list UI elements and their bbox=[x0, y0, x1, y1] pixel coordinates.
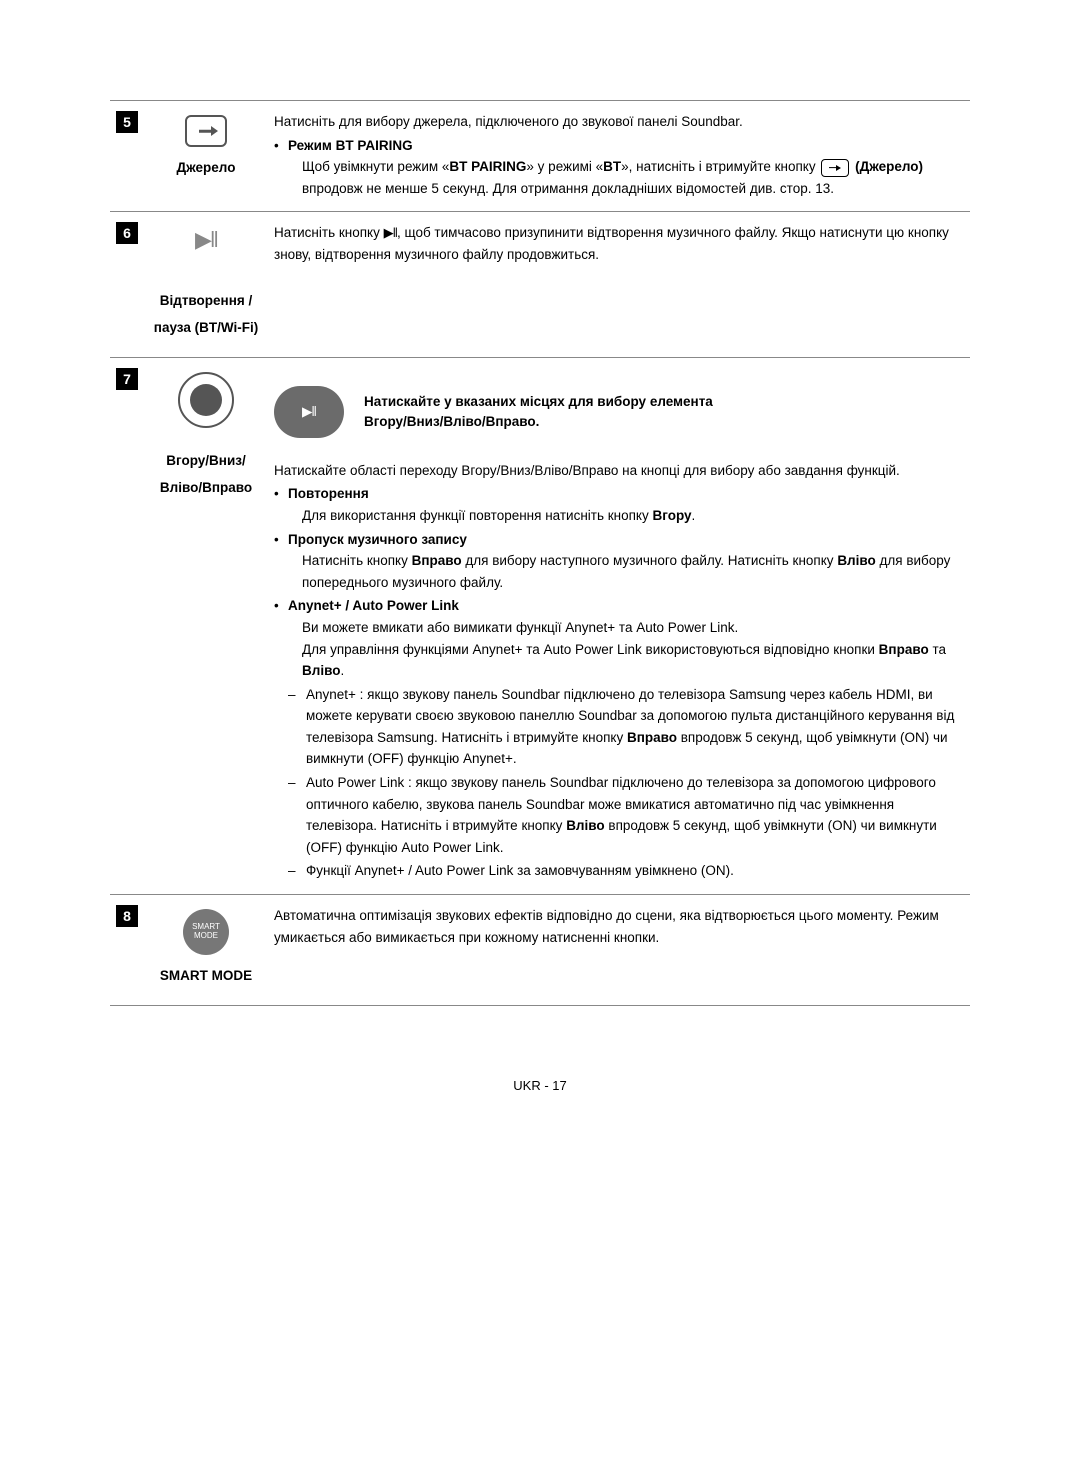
desc-text: Натискайте області переходу Вгору/Вниз/В… bbox=[274, 460, 964, 482]
play-pause-inline-icon: ▶ǁ bbox=[384, 225, 397, 240]
row-label: пауза (BT/Wi-Fi) bbox=[154, 317, 258, 339]
row-label: SMART MODE bbox=[160, 965, 252, 987]
item-title: Пропуск музичного запису bbox=[288, 529, 964, 551]
item-title: Повторення bbox=[288, 483, 964, 505]
list-item: Anynet+ / Auto Power Link Ви можете вмик… bbox=[288, 595, 964, 882]
row-number: 5 bbox=[116, 111, 138, 133]
desc-text: Натисніть кнопку ▶ǁ, щоб тимчасово призу… bbox=[274, 222, 964, 265]
row-8: 8 SMARTMODE SMART MODE Автоматична оптим… bbox=[110, 895, 970, 1006]
row-label: Джерело bbox=[177, 157, 236, 179]
dpad-icon bbox=[178, 372, 234, 428]
list-item: Режим BT PAIRING Щоб увімкнути режим «BT… bbox=[288, 135, 964, 200]
dash-item: Auto Power Link : якщо звукову панель So… bbox=[306, 772, 964, 858]
row-number: 8 bbox=[116, 905, 138, 927]
row-label: Вліво/Вправо bbox=[160, 477, 252, 499]
item-title: Anynet+ / Auto Power Link bbox=[288, 595, 964, 617]
desc-text: Автоматична оптимізація звукових ефектів… bbox=[274, 905, 964, 948]
manual-table: 5 Джерело Натисніть для вибору джерела, … bbox=[110, 100, 970, 1006]
desc-text: Натисніть для вибору джерела, підключено… bbox=[274, 111, 964, 133]
instruction-text: Натискайте у вказаних місцях для вибору … bbox=[364, 392, 713, 433]
item-body: Ви можете вмикати або вимикати функції A… bbox=[288, 617, 964, 639]
source-icon bbox=[185, 115, 227, 147]
smart-mode-icon: SMARTMODE bbox=[183, 909, 229, 955]
row-number: 6 bbox=[116, 222, 138, 244]
item-body: Натисніть кнопку Вправо для вибору насту… bbox=[288, 550, 964, 593]
bt-body: Щоб увімкнути режим «BT PAIRING» у режим… bbox=[288, 156, 964, 199]
row-6: 6 ▶ǁ Відтворення / пауза (BT/Wi-Fi) Нати… bbox=[110, 212, 970, 357]
row-label: Відтворення / bbox=[160, 290, 253, 312]
item-body: Для використання функції повторення нати… bbox=[288, 505, 964, 527]
item-body: Для управління функціями Anynet+ та Auto… bbox=[288, 639, 964, 682]
row-5: 5 Джерело Натисніть для вибору джерела, … bbox=[110, 101, 970, 212]
play-pause-button-graphic: ▶ǁ bbox=[274, 386, 344, 438]
page-footer: UKR - 17 bbox=[110, 1076, 970, 1097]
instruction-box: ▶ǁ Натискайте у вказаних місцях для вибо… bbox=[274, 386, 964, 438]
row-7: 7 Вгору/Вниз/ Вліво/Вправо ▶ǁ Натискайте… bbox=[110, 357, 970, 894]
dash-item: Функції Anynet+ / Auto Power Link за зам… bbox=[306, 860, 964, 882]
row-label: Вгору/Вниз/ bbox=[166, 450, 245, 472]
list-item: Пропуск музичного запису Натисніть кнопк… bbox=[288, 529, 964, 594]
row-number: 7 bbox=[116, 368, 138, 390]
source-inline-icon bbox=[821, 159, 849, 177]
dash-item: Anynet+ : якщо звукову панель Soundbar п… bbox=[306, 684, 964, 770]
list-item: Повторення Для використання функції повт… bbox=[288, 483, 964, 526]
bt-title: Режим BT PAIRING bbox=[288, 135, 964, 157]
play-pause-icon: ▶ǁ bbox=[195, 222, 217, 257]
